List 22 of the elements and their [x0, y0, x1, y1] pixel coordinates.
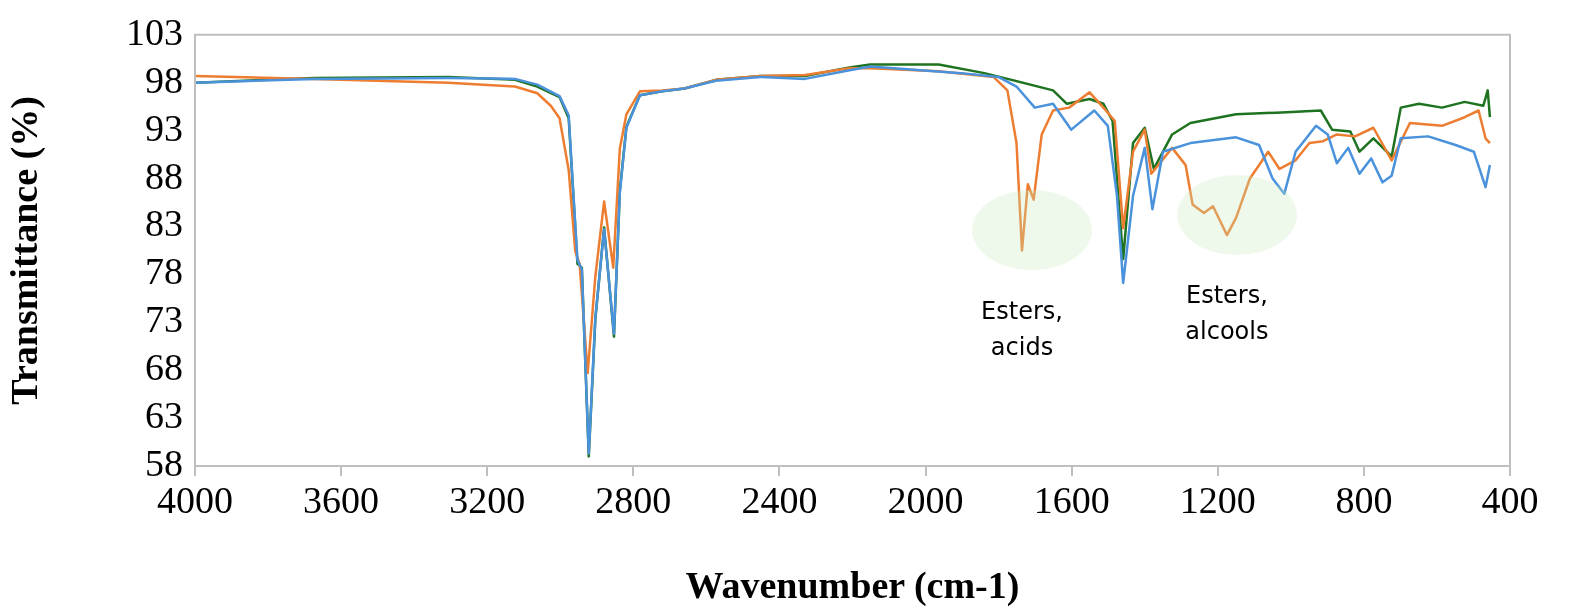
- annotation: Esters, alcools: [1185, 281, 1269, 346]
- y-tick-label: 88: [145, 154, 183, 197]
- annotation: Esters, acids: [981, 296, 1063, 361]
- x-tick-label: 2000: [887, 478, 964, 521]
- x-tick-label: 1600: [1033, 478, 1110, 521]
- x-tick-label: 400: [1481, 478, 1539, 521]
- y-tick-label: 73: [145, 298, 183, 341]
- x-tick-label: 2800: [595, 478, 672, 521]
- y-tick-label: 68: [145, 346, 183, 389]
- y-tick-label: 98: [145, 58, 183, 101]
- x-tick-label: 800: [1335, 478, 1393, 521]
- x-axis-title: Wavenumber (cm-1): [685, 564, 1020, 608]
- x-tick-label: 1200: [1179, 478, 1256, 521]
- y-axis-title: Transmittance (%): [2, 96, 46, 405]
- y-tick-label: 83: [145, 202, 183, 245]
- x-tick-label: 2400: [741, 478, 818, 521]
- x-tick-label: 3200: [449, 478, 526, 521]
- x-tick-label: 3600: [303, 478, 380, 521]
- y-tick-label: 93: [145, 106, 183, 149]
- y-tick-label: 63: [145, 394, 183, 437]
- y-tick-label: 103: [126, 10, 183, 53]
- y-tick-label: 78: [145, 250, 183, 293]
